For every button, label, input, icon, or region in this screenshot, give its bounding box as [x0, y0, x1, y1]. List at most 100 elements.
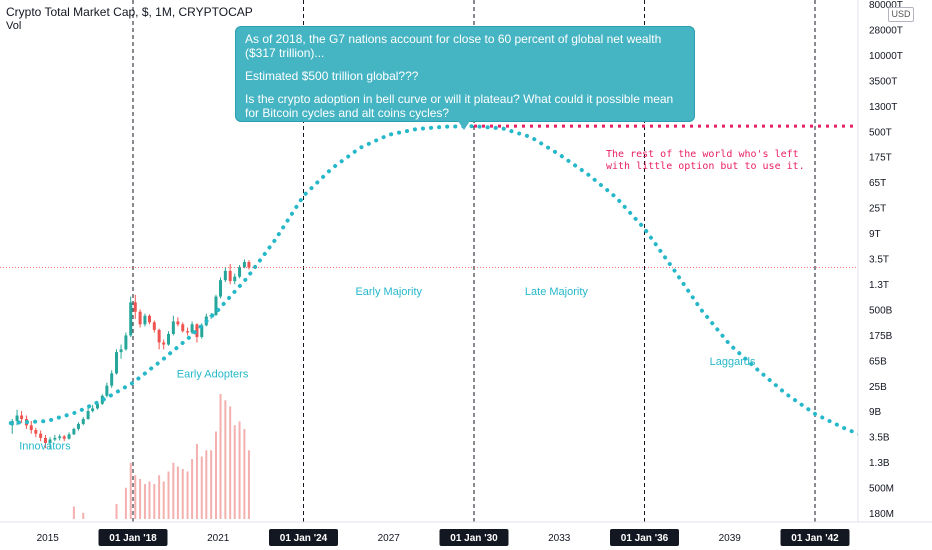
y-tick-label: 1.3T — [869, 280, 889, 291]
phase-label: Early Majority — [355, 286, 422, 298]
x-tick-label: 01 Jan '36 — [621, 533, 669, 544]
phase-label: Laggards — [710, 356, 756, 368]
callout-note: As of 2018, the G7 nations account for c… — [235, 26, 695, 122]
y-axis-panel — [858, 0, 932, 522]
chart-title: Crypto Total Market Cap, $, 1M, CRYPTOCA… — [6, 5, 253, 19]
candle-body — [62, 436, 66, 439]
volume-bar — [158, 475, 161, 519]
y-tick-label: 65B — [869, 356, 887, 367]
volume-bar — [238, 421, 241, 519]
candle-body — [247, 262, 251, 268]
x-tick-label: 2039 — [719, 533, 742, 544]
candle-body — [238, 267, 242, 277]
volume-bar — [134, 475, 137, 519]
phase-label: Innovators — [19, 440, 71, 452]
volume-bar — [153, 484, 156, 519]
candle-body — [119, 349, 123, 353]
candle-body — [91, 408, 95, 412]
candle-body — [195, 324, 199, 338]
candle-body — [147, 315, 151, 323]
candle-body — [186, 331, 190, 333]
y-tick-label: 1300T — [869, 102, 897, 113]
y-tick-label: 10000T — [869, 51, 903, 62]
candle-body — [81, 419, 85, 424]
volume-bar — [214, 431, 217, 519]
volume-bar — [115, 504, 118, 519]
plateau-note: with little option but to use it. — [606, 161, 805, 172]
volume-bar — [247, 450, 250, 519]
y-tick-label: 500M — [869, 484, 894, 495]
candle-body — [176, 321, 180, 325]
y-tick-label: 3500T — [869, 76, 897, 87]
candle-body — [39, 433, 43, 438]
candle-body — [143, 315, 147, 325]
x-tick-label: 01 Jan '30 — [450, 533, 498, 544]
candle-body — [115, 352, 119, 374]
x-tick-label: 01 Jan '24 — [280, 533, 328, 544]
volume-bar — [172, 462, 175, 519]
volume-bar — [195, 444, 198, 519]
candle-body — [200, 325, 204, 338]
candle-body — [95, 403, 99, 409]
volume-bar — [191, 459, 194, 519]
x-tick-badge — [780, 529, 850, 546]
y-tick-label: 180M — [869, 509, 894, 520]
y-tick-label: 500B — [869, 305, 893, 316]
currency-button[interactable]: USD — [888, 7, 914, 22]
candle-body — [219, 280, 223, 297]
y-tick-label: 9T — [869, 229, 881, 240]
volume-bar — [229, 406, 232, 519]
x-tick-badge — [98, 529, 168, 546]
candle-body — [105, 385, 109, 396]
candle-body — [58, 436, 62, 438]
candle-body — [190, 324, 194, 333]
candle-body — [110, 373, 114, 386]
candle-body — [242, 262, 246, 268]
candle-body — [76, 423, 80, 429]
y-tick-label: 9B — [869, 407, 882, 418]
volume-bar — [176, 466, 179, 519]
candle-body — [181, 324, 185, 332]
y-tick-label: 65T — [869, 178, 886, 189]
callout-text-2: Estimated $500 trillion global??? — [245, 69, 419, 83]
volume-bar — [129, 462, 132, 519]
candle-body — [138, 311, 142, 325]
callout-pointer — [458, 121, 470, 130]
y-tick-label: 80000T — [869, 0, 903, 11]
volume-legend: Vol — [6, 20, 22, 32]
volume-bar — [224, 400, 227, 519]
x-tick-badge — [439, 529, 509, 546]
volume-bar — [139, 479, 142, 519]
callout-text-3: Is the crypto adoption in bell curve or … — [245, 92, 674, 120]
candle-body — [129, 302, 133, 336]
volume-bar — [186, 471, 189, 519]
y-tick-label: 28000T — [869, 25, 903, 36]
y-tick-label: 25B — [869, 382, 887, 393]
x-tick-label: 2015 — [37, 533, 60, 544]
plateau-note: The rest of the world who's left — [606, 149, 799, 160]
candle-body — [86, 411, 90, 420]
phase-label: Early Adopters — [177, 369, 249, 381]
candle-body — [20, 415, 24, 420]
y-tick-label: 500T — [869, 127, 892, 138]
volume-bar — [200, 456, 203, 519]
volume-bar — [243, 429, 246, 519]
candle-body — [152, 322, 156, 330]
candle-body — [53, 437, 57, 440]
volume-bar — [181, 469, 184, 519]
candle-body — [223, 270, 227, 281]
volume-bar — [124, 487, 127, 519]
y-tick-label: 1.3B — [869, 458, 890, 469]
x-tick-label: 2033 — [548, 533, 571, 544]
phase-label: Late Majority — [525, 286, 588, 298]
volume-bar — [167, 471, 170, 519]
y-tick-label: 3.5B — [869, 433, 890, 444]
volume-bar — [162, 481, 165, 519]
candle-body — [72, 428, 76, 435]
y-tick-label: 175B — [869, 331, 893, 342]
candle-body — [48, 439, 52, 444]
candle-body — [162, 342, 166, 345]
adoption-bell-curve — [8, 124, 874, 442]
